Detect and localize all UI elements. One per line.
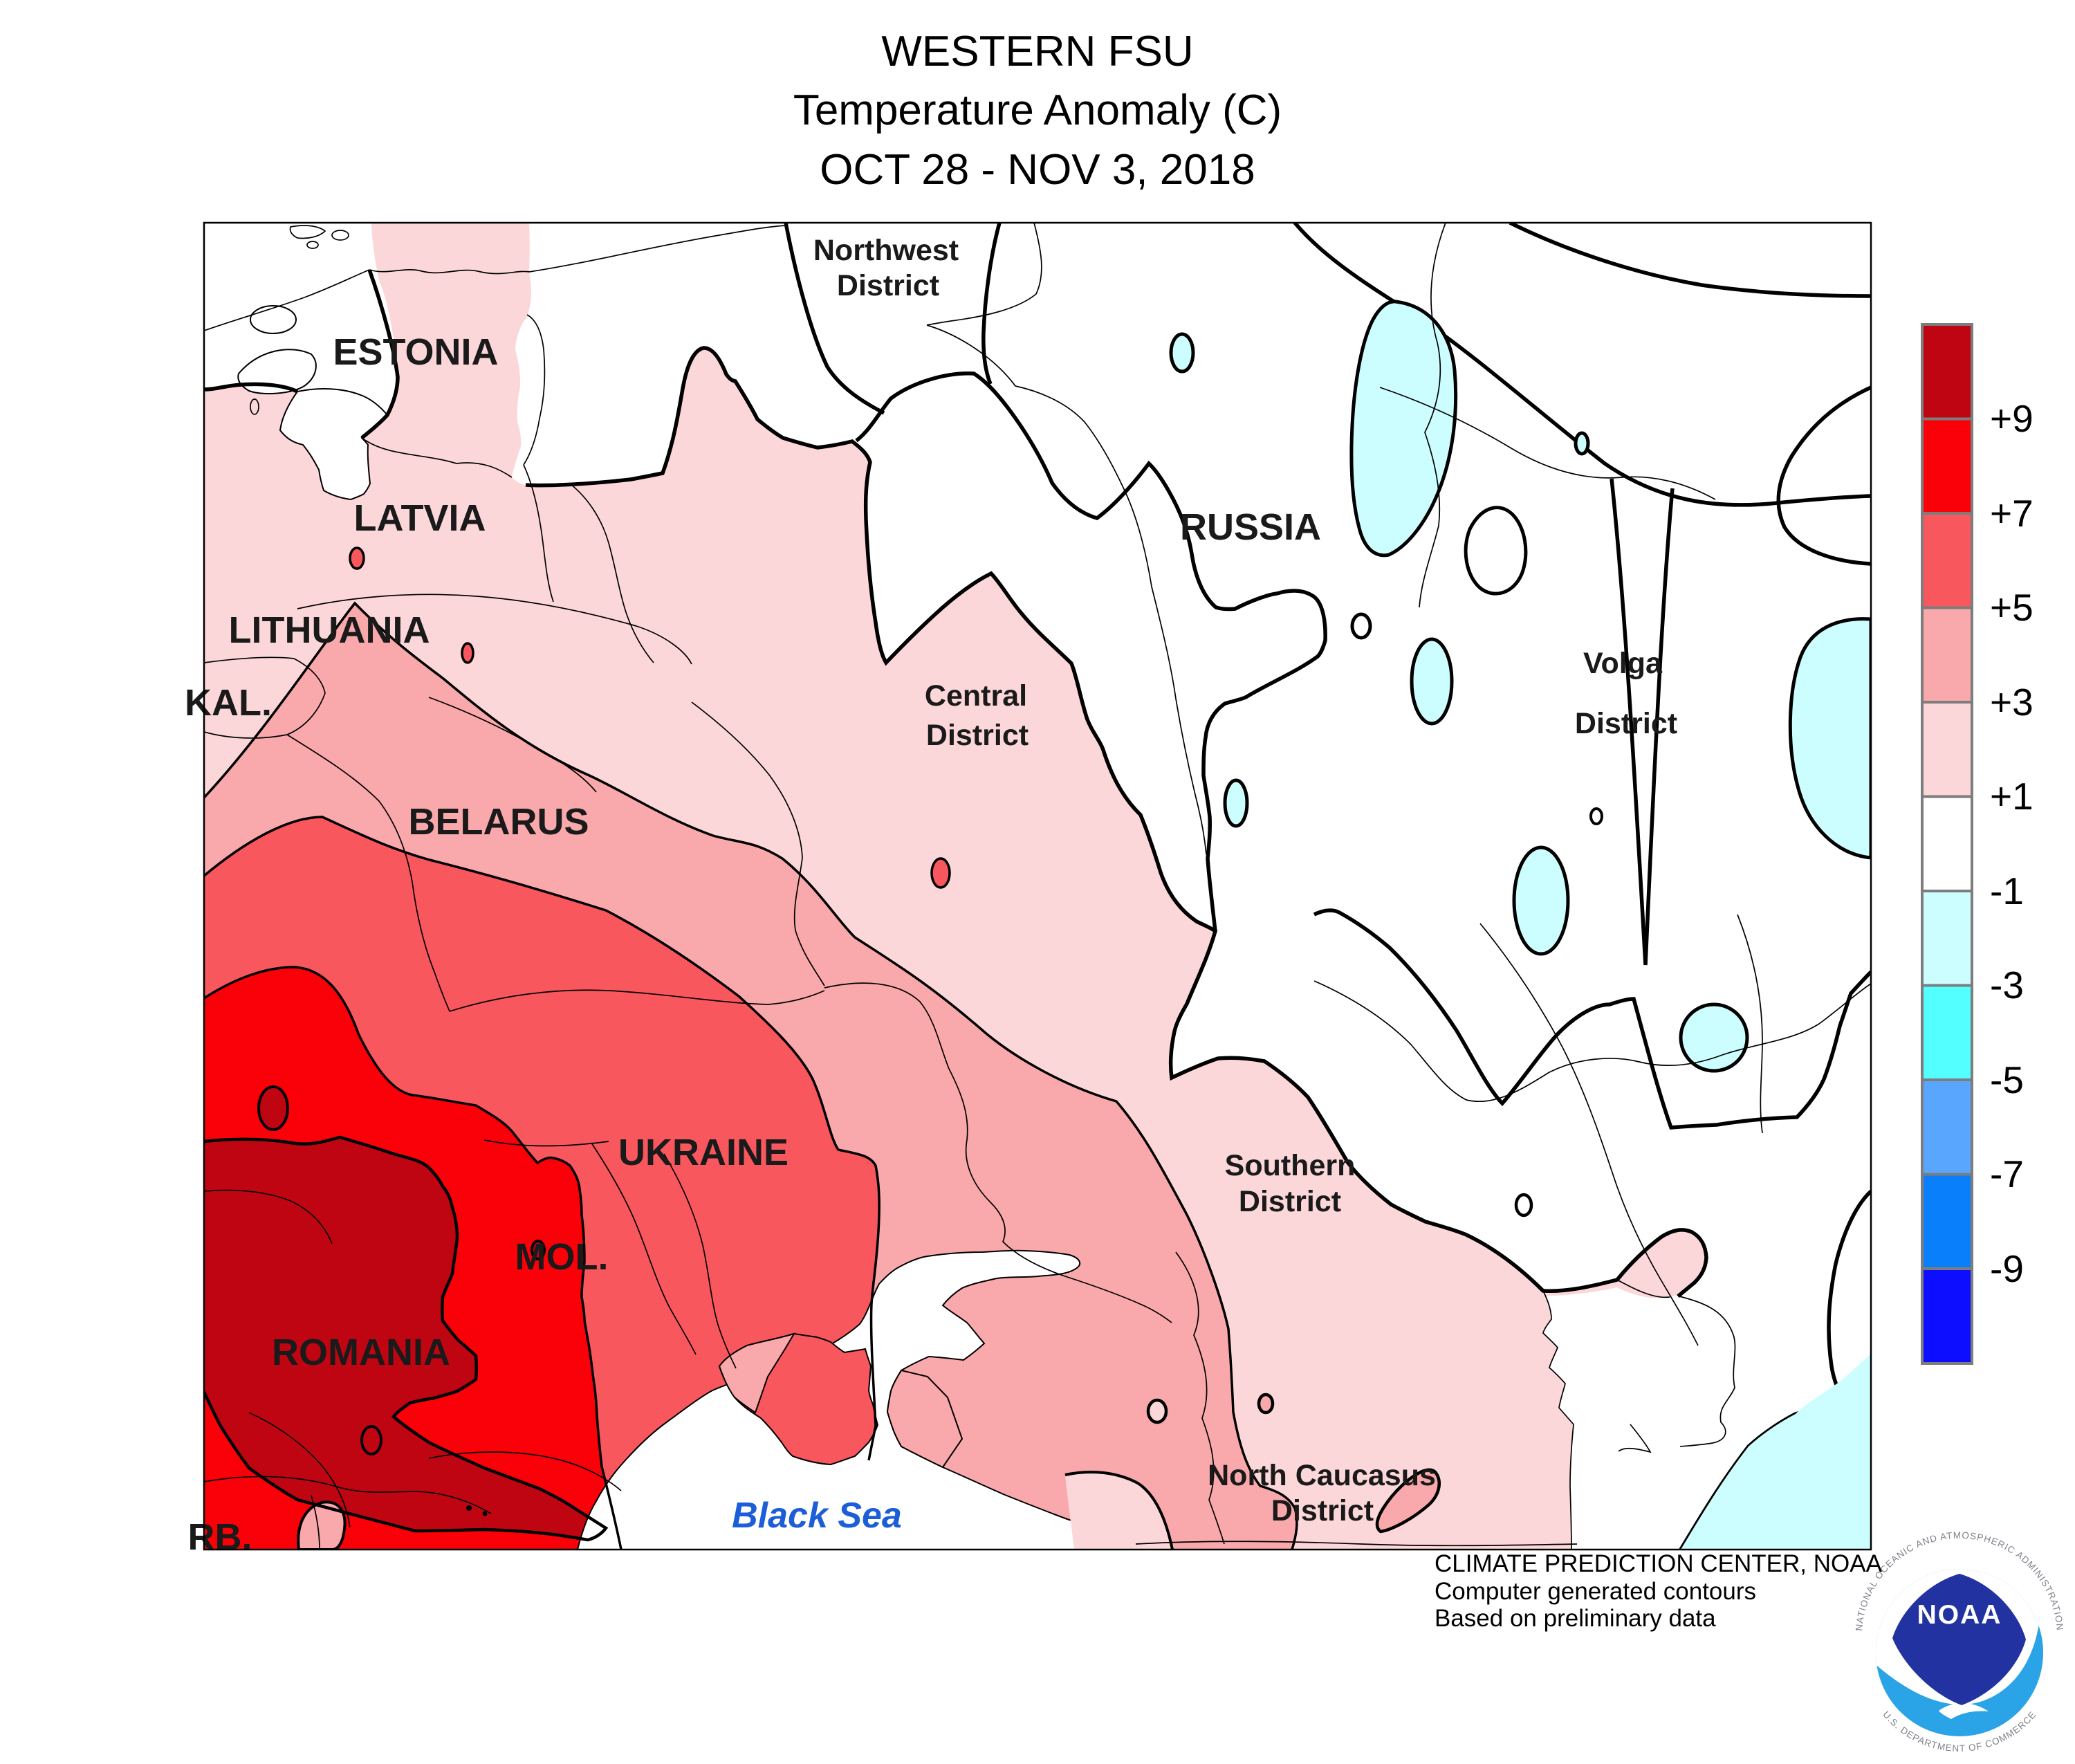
svg-text:LITHUANIA: LITHUANIA — [229, 609, 430, 651]
svg-text:UKRAINE: UKRAINE — [618, 1132, 788, 1173]
svg-text:ROMANIA: ROMANIA — [272, 1332, 450, 1373]
svg-text:OCT 28 - NOV 3, 2018: OCT 28 - NOV 3, 2018 — [820, 146, 1255, 194]
svg-text:+9: +9 — [1990, 397, 2034, 440]
svg-text:Based on preliminary data: Based on preliminary data — [1435, 1605, 1716, 1632]
svg-text:District: District — [1271, 1494, 1374, 1527]
svg-text:Northwest: Northwest — [813, 234, 959, 267]
svg-text:MOL.: MOL. — [515, 1236, 609, 1278]
svg-text:WESTERN FSU: WESTERN FSU — [881, 28, 1193, 75]
svg-text:LATVIA: LATVIA — [354, 497, 486, 539]
svg-text:-9: -9 — [1990, 1247, 2024, 1290]
svg-text:District: District — [837, 269, 939, 302]
svg-text:District: District — [1239, 1185, 1341, 1218]
svg-text:Southern: Southern — [1225, 1149, 1356, 1182]
svg-text:+7: +7 — [1990, 492, 2034, 535]
svg-text:Central: Central — [925, 679, 1027, 713]
svg-text:RUSSIA: RUSSIA — [1180, 506, 1321, 548]
svg-text:District: District — [1575, 707, 1677, 740]
svg-text:Computer generated contours: Computer generated contours — [1435, 1578, 1756, 1605]
svg-text:-1: -1 — [1990, 870, 2024, 912]
svg-text:NOAA: NOAA — [1917, 1600, 2002, 1630]
svg-text:+5: +5 — [1990, 586, 2034, 629]
svg-text:RB.: RB. — [188, 1516, 252, 1558]
svg-text:Temperature Anomaly (C): Temperature Anomaly (C) — [793, 86, 1282, 134]
svg-text:North Caucasus: North Caucasus — [1208, 1459, 1436, 1492]
svg-text:+1: +1 — [1990, 775, 2034, 818]
svg-text:-3: -3 — [1990, 964, 2024, 1007]
svg-text:KAL.: KAL. — [185, 682, 272, 724]
svg-text:ESTONIA: ESTONIA — [333, 331, 498, 373]
svg-text:-7: -7 — [1990, 1152, 2024, 1195]
svg-text:District: District — [926, 719, 1029, 752]
svg-text:+3: +3 — [1990, 681, 2034, 724]
svg-text:CLIMATE PREDICTION CENTER, NOA: CLIMATE PREDICTION CENTER, NOAA — [1435, 1550, 1883, 1577]
svg-text:Volga: Volga — [1583, 647, 1663, 680]
svg-text:-5: -5 — [1990, 1058, 2024, 1101]
svg-text:BELARUS: BELARUS — [408, 801, 589, 843]
svg-text:Black Sea: Black Sea — [732, 1496, 902, 1536]
